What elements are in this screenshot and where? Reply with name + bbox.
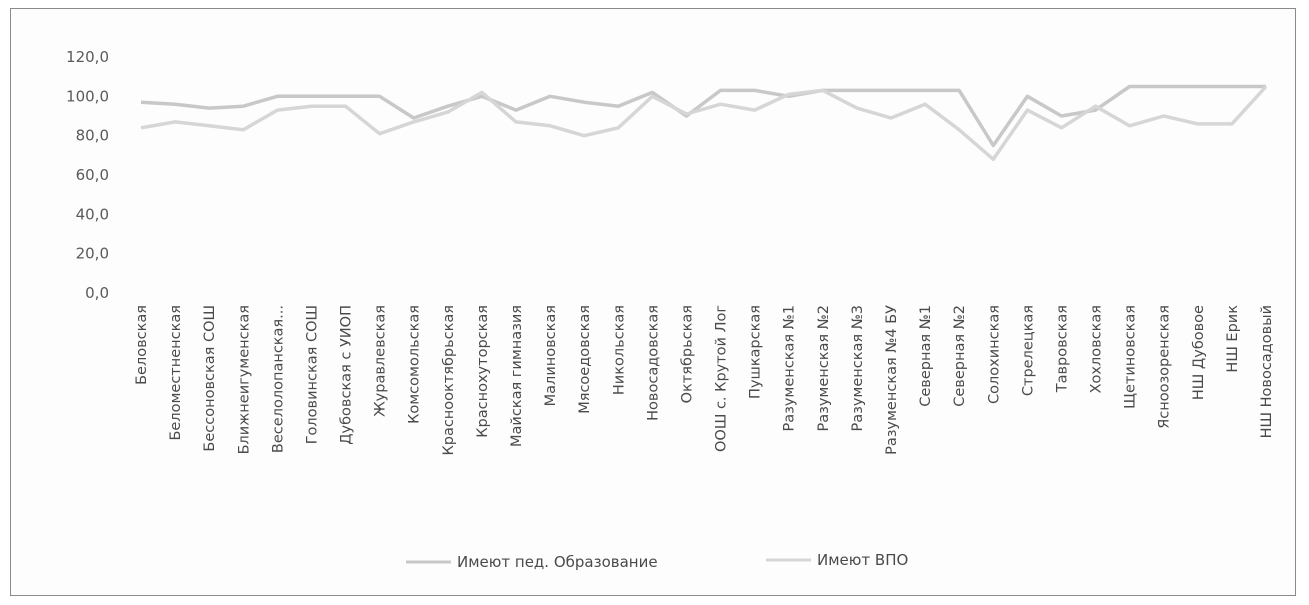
x-tick-label: Щетиновская — [1123, 305, 1139, 409]
x-tick-label: Дубовская с УИОП — [339, 305, 355, 445]
x-tick-label: Хохловская — [1089, 305, 1105, 393]
x-tick-label: Пушкарская — [748, 305, 764, 399]
x-tick-label: Беловская — [134, 305, 150, 385]
x-tick-label: Ясноозоренская — [1157, 305, 1173, 429]
y-axis: 0,0 20,0 40,0 60,0 80,0 100,0 120,0 — [66, 48, 109, 302]
x-tick-label: Солохинская — [986, 305, 1002, 404]
x-tick-label: Разуменская №4 БУ — [884, 305, 900, 455]
x-tick-label: ООШ с. Крутой Лог — [714, 305, 730, 452]
y-tick-label: 0,0 — [85, 284, 109, 302]
y-tick-label: 100,0 — [66, 87, 109, 105]
x-tick-label: Краснохуторская — [475, 305, 491, 438]
series-lines — [140, 84, 1268, 162]
x-tick-label: НШ Ерик — [1225, 305, 1241, 373]
x-tick-label: Новосадовская — [645, 305, 661, 421]
y-tick-label: 60,0 — [76, 166, 109, 184]
x-tick-label: Бессоновская СОШ — [202, 305, 218, 452]
x-tick-label: Ближнеигуменская — [236, 305, 252, 454]
x-tick-label: Малиновская — [543, 305, 559, 406]
x-tick-label: Комсомольская — [407, 305, 423, 424]
x-tick-label: Краснооктябрьская — [441, 305, 457, 456]
x-tick-label: Журавлевская — [373, 305, 389, 417]
x-tick-label: Октябрьская — [679, 305, 695, 403]
chart-frame: 0,0 20,0 40,0 60,0 80,0 100,0 120,0 Беловская Б… — [10, 8, 1296, 596]
x-tick-label: Майская гимназия — [509, 305, 525, 447]
y-tick-label: 20,0 — [76, 245, 109, 263]
series-line-1 — [140, 85, 1268, 162]
x-tick-label: Северная №1 — [918, 305, 934, 407]
x-tick-label: Стрелецкая — [1020, 305, 1036, 396]
legend-label-ped-education: Имеют пед. Образование — [457, 553, 658, 571]
series-line-0 — [140, 84, 1266, 148]
x-tick-label: Никольская — [611, 305, 627, 395]
x-tick-label: Мясоедовская — [577, 305, 593, 414]
y-tick-label: 40,0 — [76, 205, 109, 223]
x-tick-label: Беломестненская — [168, 305, 184, 441]
x-tick-label: Головинская СОШ — [304, 305, 320, 444]
x-tick-label: Северная №2 — [952, 305, 968, 407]
x-axis: Беловская Беломестненская Бессоновская СОШ… — [134, 305, 1275, 456]
legend: Имеют пед. Образование Имеют ВПО — [406, 551, 908, 571]
x-tick-label: НШ Новосадовый — [1259, 305, 1275, 438]
x-tick-label: Разуменская №1 — [782, 305, 798, 432]
x-tick-label: НШ Дубовое — [1191, 305, 1207, 400]
legend-label-vpo: Имеют ВПО — [817, 551, 908, 569]
x-tick-label: Веселолопанская... — [270, 305, 286, 453]
y-tick-label: 80,0 — [76, 127, 109, 145]
x-tick-label: Разуменская №2 — [816, 305, 832, 432]
y-tick-label: 120,0 — [66, 48, 109, 66]
x-tick-label: Разуменская №3 — [850, 305, 866, 432]
x-tick-label: Тавровская — [1054, 305, 1070, 393]
